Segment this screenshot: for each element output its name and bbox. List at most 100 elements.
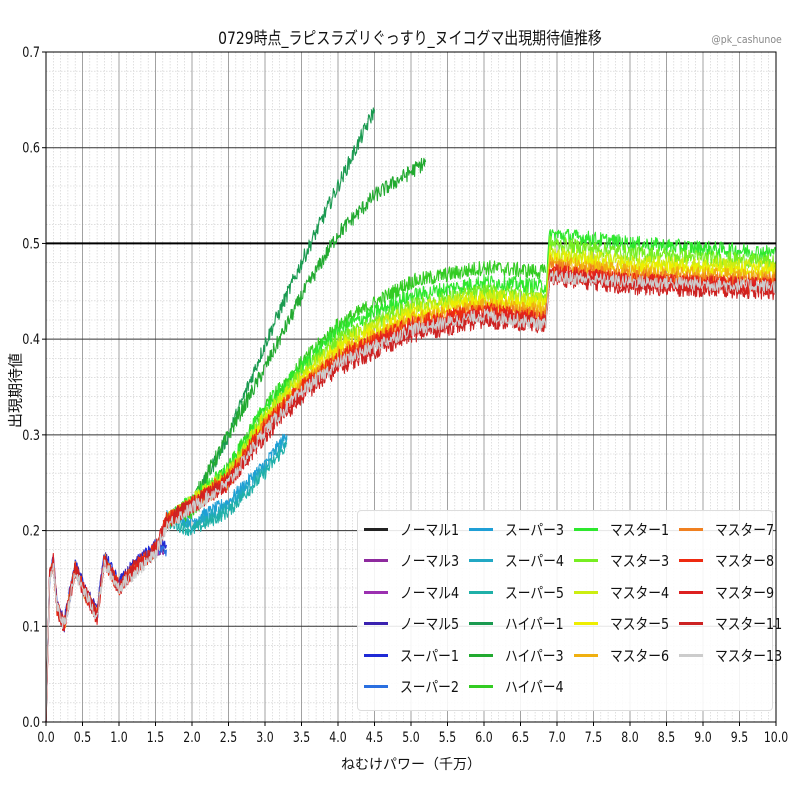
legend-item: スーパー3 (465, 515, 574, 543)
series-line (45, 546, 165, 723)
x-tick-label: 1.5 (147, 729, 164, 746)
legend-item: マスター8 (675, 547, 785, 575)
legend-label: ハイパー1 (505, 615, 564, 633)
legend-label: ハイパー4 (505, 678, 564, 696)
legend-item: スーパー5 (465, 578, 574, 606)
y-tick-label: 0.2 (22, 522, 40, 539)
series-line (45, 270, 777, 723)
y-tick-label: 0.7 (22, 44, 40, 61)
legend-item: マスター4 (570, 578, 680, 606)
legend-swatch (364, 559, 388, 562)
legend-item: マスター9 (675, 578, 785, 606)
legend-swatch (574, 590, 598, 594)
series-line (165, 436, 288, 533)
legend-item: マスター5 (570, 610, 680, 638)
y-tick-label: 0.4 (22, 331, 40, 348)
y-tick-label: 0.6 (22, 139, 40, 156)
x-tick-label: 0.0 (37, 729, 54, 746)
legend-swatch (364, 622, 388, 625)
legend-label: ノーマル1 (400, 520, 460, 539)
x-tick-label: 3.0 (256, 729, 273, 746)
legend-label: スーパー4 (505, 552, 564, 570)
legend-swatch (469, 590, 493, 594)
series-line (165, 157, 427, 528)
x-tick-label: 4.5 (366, 729, 383, 746)
legend-item: マスター1 (570, 515, 680, 543)
legend-item: マスター3 (570, 547, 680, 575)
legend-item: スーパー4 (465, 547, 574, 575)
legend-label: スーパー3 (505, 520, 564, 539)
legend-label: マスター11 (715, 615, 783, 633)
legend-swatch (469, 622, 493, 625)
x-tick-label: 1.0 (110, 729, 127, 746)
legend-item: ハイパー1 (465, 610, 574, 638)
legend-swatch (679, 622, 703, 625)
legend-label: ハイパー3 (505, 646, 564, 665)
y-tick-label: 0.3 (22, 427, 40, 444)
legend-item: ノーマル1 (360, 515, 470, 543)
legend-swatch (364, 590, 388, 594)
legend-label: マスター6 (610, 646, 670, 665)
x-tick-label: 7.0 (548, 729, 565, 746)
x-tick-label: 5.5 (439, 729, 456, 746)
legend-item: スーパー1 (360, 641, 469, 669)
legend-label: ノーマル3 (400, 552, 460, 570)
x-tick-label: 0.5 (74, 729, 91, 746)
legend-label: マスター7 (715, 520, 775, 539)
x-tick-label: 7.5 (585, 729, 602, 746)
legend-swatch (574, 653, 598, 657)
legend-swatch (364, 685, 388, 688)
legend-item: マスター11 (675, 610, 794, 638)
legend-swatch (679, 559, 703, 562)
legend-swatch (574, 527, 598, 531)
legend-label: マスター8 (715, 552, 775, 570)
legend-swatch (469, 653, 493, 657)
legend-label: ノーマル4 (400, 583, 460, 602)
x-tick-label: 8.5 (658, 729, 675, 746)
legend-label: マスター5 (610, 615, 670, 633)
series-line (165, 228, 777, 529)
legend-label: スーパー1 (400, 646, 459, 665)
series-line (45, 543, 165, 723)
legend-label: ノーマル5 (400, 615, 460, 633)
legend-item: ノーマル4 (360, 578, 470, 606)
legend-label: スーパー2 (400, 678, 459, 696)
x-tick-label: 8.0 (621, 729, 638, 746)
legend-swatch (364, 653, 388, 657)
legend-swatch (469, 527, 493, 531)
x-tick-label: 9.5 (731, 729, 748, 746)
legend: ノーマル1 ノーマル3 ノーマル4 ノーマル5 スーパー1 スーパー2 スーパー3 スーパー4… (357, 510, 782, 711)
legend-item: ノーマル5 (360, 610, 470, 638)
x-tick-label: 6.5 (512, 729, 529, 746)
legend-swatch (469, 685, 493, 688)
x-tick-label: 4.0 (329, 729, 346, 746)
x-tick-label: 5.0 (402, 729, 419, 746)
x-tick-label: 2.5 (220, 729, 237, 746)
legend-swatch (469, 559, 493, 562)
y-axis-label: 出現期待値 (6, 353, 25, 429)
legend-label: マスター9 (715, 583, 775, 602)
x-tick-label: 2.0 (183, 729, 200, 746)
legend-swatch (679, 653, 703, 657)
legend-swatch (364, 527, 388, 531)
legend-label: マスター13 (715, 646, 783, 665)
legend-item: ノーマル3 (360, 547, 470, 575)
y-tick-label: 0.1 (22, 618, 40, 635)
series-line (45, 544, 165, 723)
legend-item: マスター6 (570, 641, 680, 669)
legend-item: スーパー2 (360, 673, 469, 701)
legend-item: マスター7 (675, 515, 785, 543)
legend-label: マスター1 (610, 520, 670, 539)
legend-swatch (679, 527, 703, 531)
x-tick-label: 6.0 (475, 729, 492, 746)
legend-item: ハイパー3 (465, 641, 574, 669)
x-tick-label: 10.0 (764, 729, 788, 746)
x-tick-label: 3.5 (293, 729, 310, 746)
series-line (166, 441, 288, 537)
x-tick-label: 9.0 (694, 729, 711, 746)
legend-swatch (574, 622, 598, 625)
credit-label: @pk_cashunoe (711, 33, 782, 46)
legend-label: マスター3 (610, 552, 670, 570)
y-tick-label: 0.5 (22, 235, 40, 252)
